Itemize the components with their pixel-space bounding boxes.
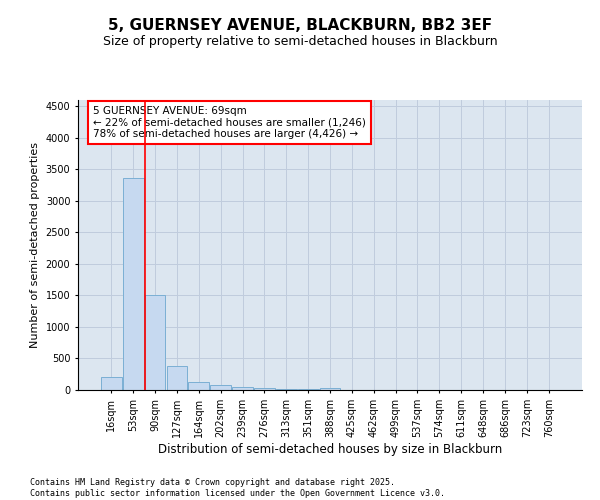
Bar bbox=[232, 387, 253, 390]
Bar bbox=[123, 178, 143, 390]
Bar bbox=[276, 388, 296, 390]
X-axis label: Distribution of semi-detached houses by size in Blackburn: Distribution of semi-detached houses by … bbox=[158, 442, 502, 456]
Text: Contains HM Land Registry data © Crown copyright and database right 2025.
Contai: Contains HM Land Registry data © Crown c… bbox=[30, 478, 445, 498]
Text: 5 GUERNSEY AVENUE: 69sqm
← 22% of semi-detached houses are smaller (1,246)
78% o: 5 GUERNSEY AVENUE: 69sqm ← 22% of semi-d… bbox=[93, 106, 366, 139]
Text: Size of property relative to semi-detached houses in Blackburn: Size of property relative to semi-detach… bbox=[103, 35, 497, 48]
Bar bbox=[167, 366, 187, 390]
Bar bbox=[320, 388, 340, 390]
Y-axis label: Number of semi-detached properties: Number of semi-detached properties bbox=[30, 142, 40, 348]
Text: 5, GUERNSEY AVENUE, BLACKBURN, BB2 3EF: 5, GUERNSEY AVENUE, BLACKBURN, BB2 3EF bbox=[108, 18, 492, 32]
Bar bbox=[188, 382, 209, 390]
Bar bbox=[210, 385, 231, 390]
Bar bbox=[101, 378, 122, 390]
Bar bbox=[145, 296, 166, 390]
Bar bbox=[254, 388, 275, 390]
